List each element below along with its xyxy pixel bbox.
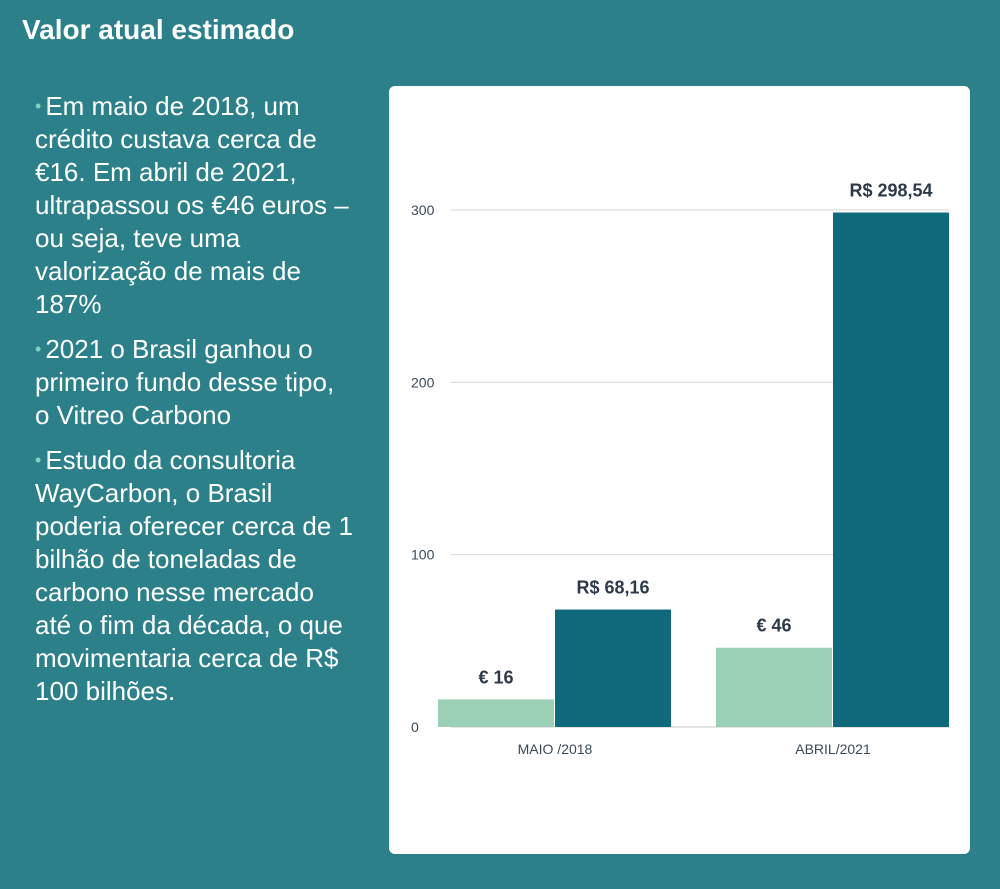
y-tick-label: 100	[411, 547, 435, 563]
x-category-label: ABRIL/2021	[795, 741, 871, 757]
data-label: € 46	[756, 616, 791, 636]
bar-euro	[438, 699, 554, 727]
bullet-item-2: • 2021 o Brasil ganhou o primeiro fundo d…	[35, 333, 355, 432]
data-label: R$ 298,54	[849, 181, 932, 201]
chart-panel: 0 100 200 300 € 16 R$ 68,16 MAIO /2018 € 46 R$ 2…	[389, 86, 970, 854]
y-tick-label: 200	[411, 374, 435, 390]
y-tick-label: 0	[411, 719, 419, 735]
bullet-text-3: Estudo da consultoria WayCarbon, o Brasi…	[35, 445, 353, 706]
bullet-list: • Em maio de 2018, um crédito custava cer…	[35, 90, 355, 720]
y-tick-label: 300	[411, 202, 435, 218]
bullet-dot-icon: •	[35, 339, 42, 359]
data-label: R$ 68,16	[576, 578, 649, 598]
bullet-text-1: Em maio de 2018, um crédito custava cerc…	[35, 91, 349, 319]
bullet-dot-icon: •	[35, 96, 42, 116]
bar-real	[555, 609, 671, 727]
page-title: Valor atual estimado	[22, 14, 295, 45]
bullet-text-2: 2021 o Brasil ganhou o primeiro fundo de…	[35, 334, 335, 430]
bar-euro	[716, 647, 832, 727]
bullet-item-3: • Estudo da consultoria WayCarbon, o Bras…	[35, 444, 355, 708]
bar-chart: 0 100 200 300 € 16 R$ 68,16 MAIO /2018 € 46 R$ 2…	[411, 181, 949, 757]
bar-real	[833, 212, 949, 728]
bullet-dot-icon: •	[35, 450, 42, 470]
bullet-item-1: • Em maio de 2018, um crédito custava cer…	[35, 90, 355, 321]
x-category-label: MAIO /2018	[518, 741, 593, 757]
data-label: € 16	[478, 667, 513, 687]
